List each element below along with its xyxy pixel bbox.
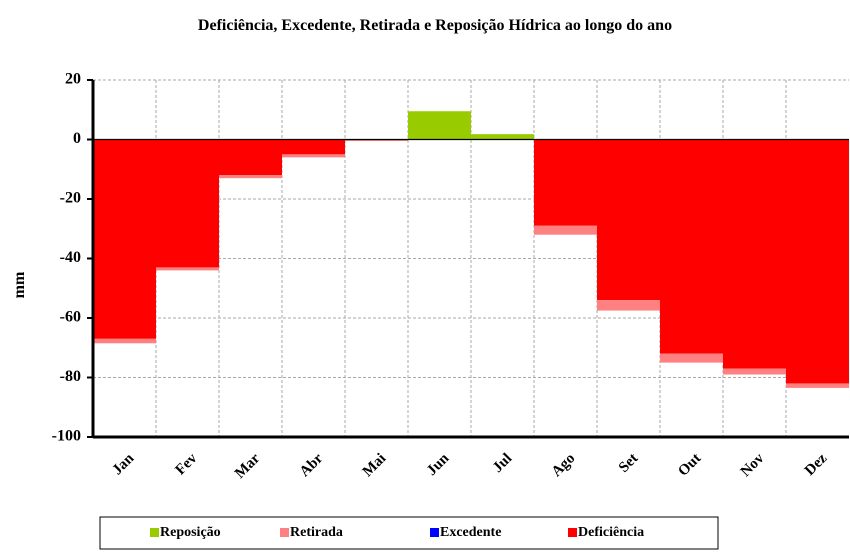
legend-swatch [280, 528, 289, 537]
x-tick-label: Ago [549, 451, 579, 481]
x-tick-label: Abr [297, 450, 327, 480]
bar [219, 139, 282, 176]
bar [282, 154, 345, 158]
bar [597, 300, 660, 311]
chart-title: Deficiência, Excedente, Retirada e Repos… [198, 17, 672, 34]
bar [282, 139, 345, 155]
x-tick-label: Jun [424, 450, 453, 479]
x-tick-label: Mar [232, 450, 264, 482]
x-tick-label: Nov [738, 450, 768, 480]
x-tick-label: Out [675, 451, 704, 480]
y-tick-label: 0 [73, 130, 81, 147]
x-tick-label: Jul [490, 451, 515, 476]
y-tick-label: -20 [60, 190, 81, 207]
bar [786, 139, 849, 384]
bar [723, 139, 786, 369]
legend-label: Excedente [440, 525, 501, 540]
bar [786, 383, 849, 388]
x-tick-label: Jan [110, 450, 138, 478]
legend [99, 516, 719, 550]
y-tick-label: -100 [52, 428, 81, 445]
legend-swatch [568, 528, 577, 537]
bar [219, 175, 282, 179]
legend-swatch [150, 528, 159, 537]
bar [534, 139, 597, 226]
y-tick-label: -40 [60, 249, 81, 266]
x-tick-label: Fev [173, 450, 201, 478]
bar [660, 353, 723, 363]
bar [723, 368, 786, 375]
legend-swatch [430, 528, 439, 537]
bar [534, 225, 597, 235]
y-tick-label: -80 [60, 368, 81, 385]
y-tick-label: 20 [65, 71, 81, 88]
bar [156, 267, 219, 271]
y-axis-label: mm [11, 271, 28, 298]
x-tick-label: Set [616, 451, 641, 476]
bar [345, 139, 408, 141]
legend-label: Retirada [290, 525, 343, 540]
bar [93, 338, 156, 344]
x-tick-label: Dez [802, 450, 831, 479]
bar [156, 139, 219, 268]
legend-label: Deficiência [578, 525, 644, 540]
bar [471, 134, 534, 140]
bar [408, 111, 471, 140]
y-tick-label: -60 [60, 309, 81, 326]
bar [597, 139, 660, 301]
legend-label: Reposição [160, 525, 221, 540]
bar [93, 139, 156, 339]
x-tick-label: Mai [360, 451, 390, 481]
bar [660, 139, 723, 354]
